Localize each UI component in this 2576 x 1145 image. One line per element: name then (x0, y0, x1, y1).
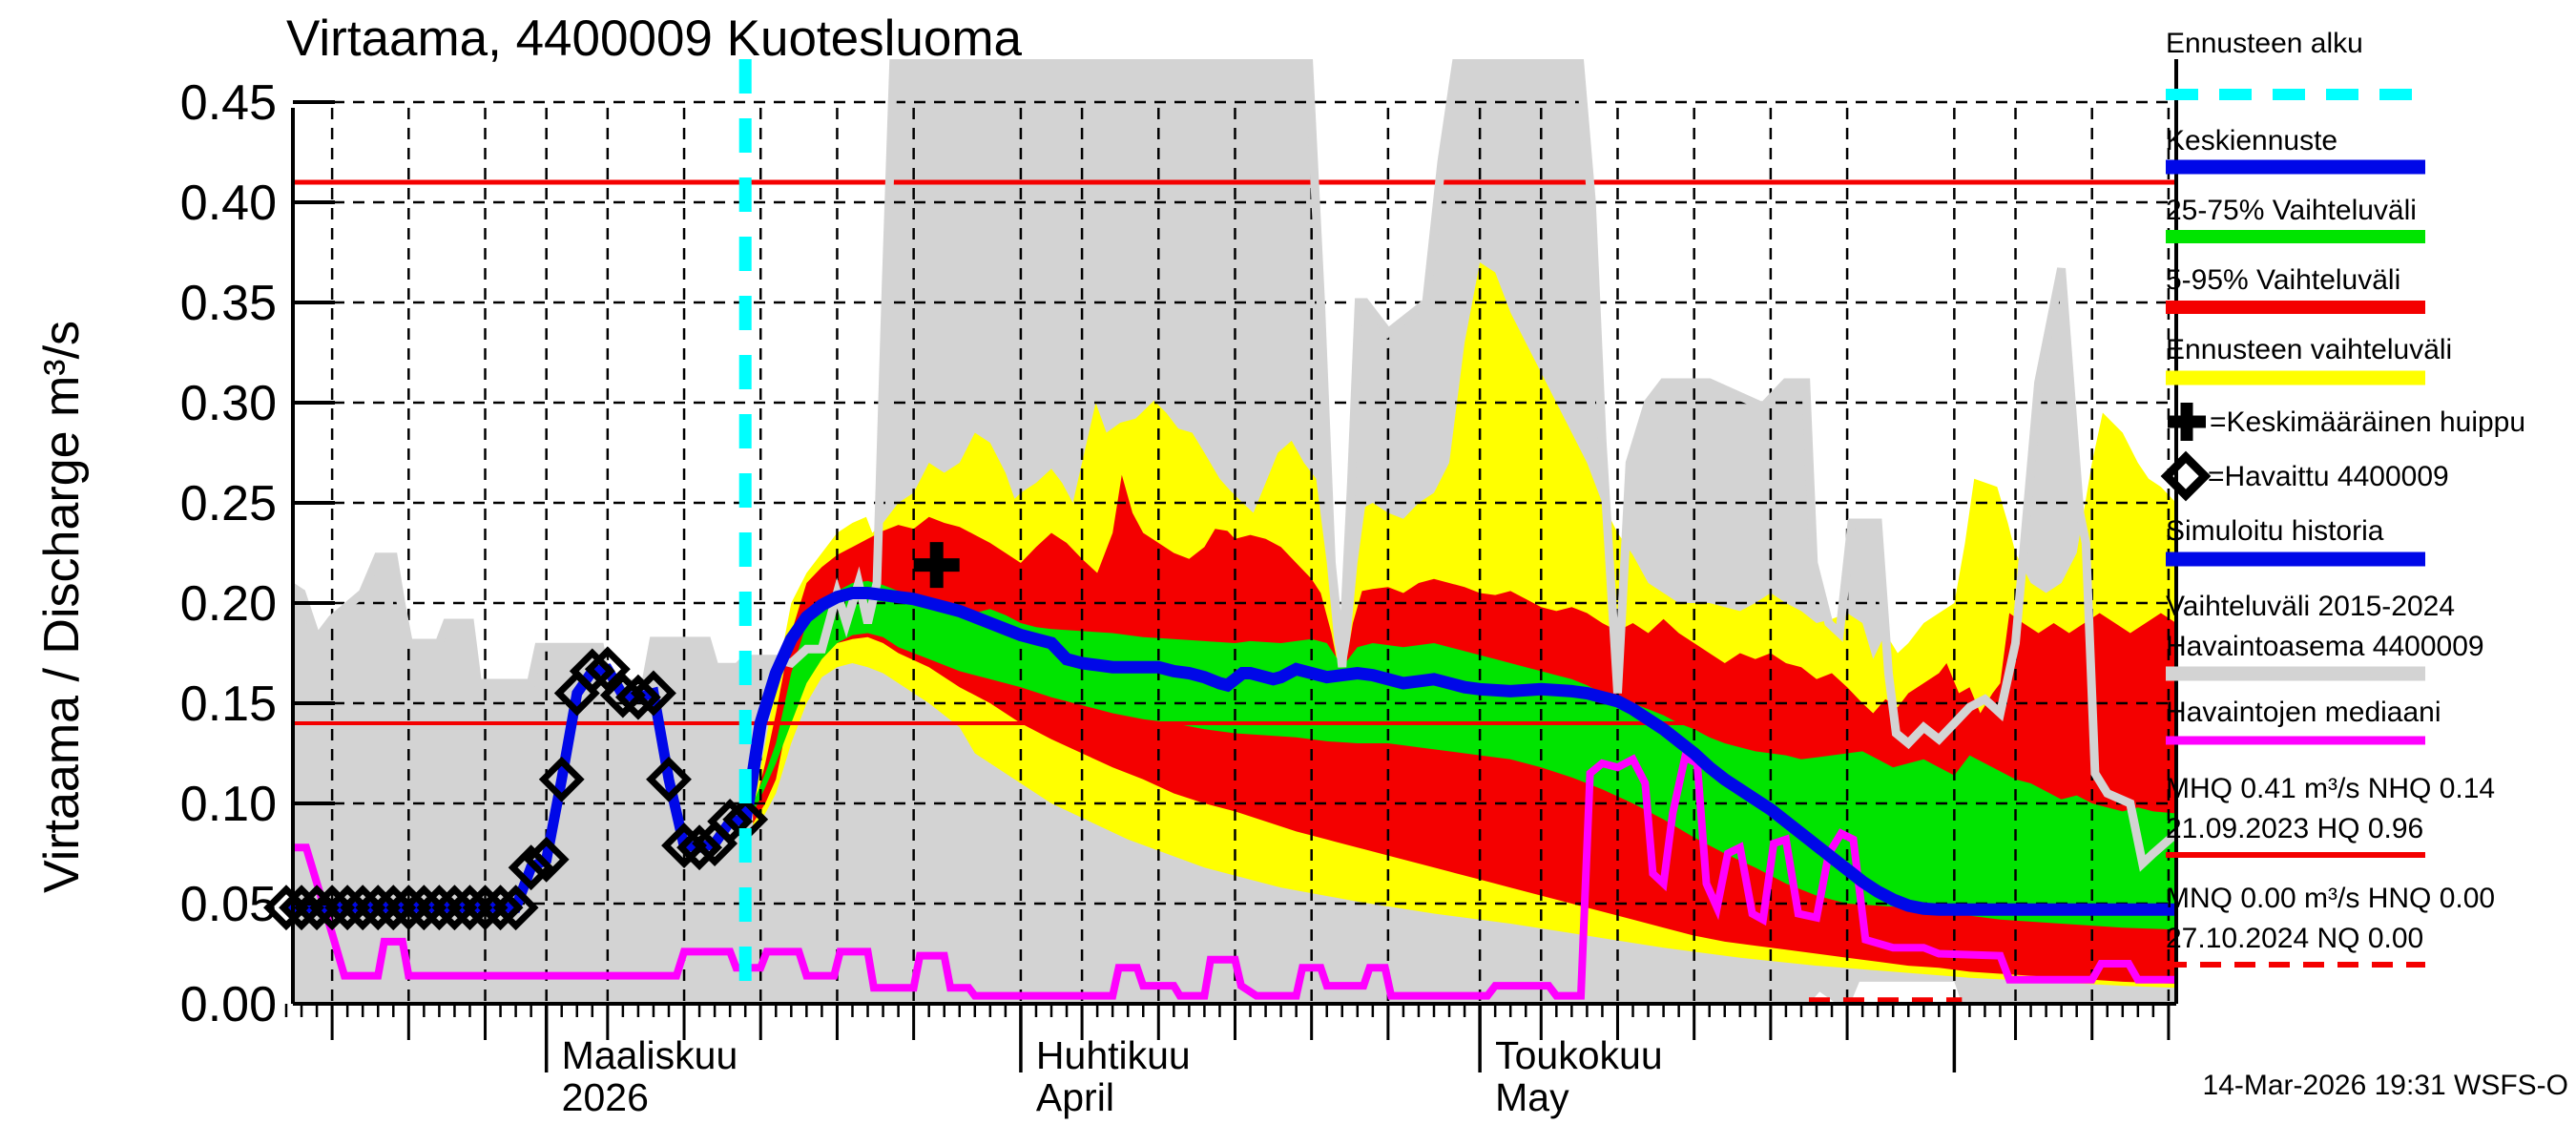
median-forecast-line (738, 587, 2176, 916)
legend-label: Havaintojen mediaani (2166, 697, 2441, 728)
legend-label: 25-75% Vaihteluväli (2166, 195, 2417, 226)
legend-label-2: 27.10.2024 NQ 0.00 (2166, 923, 2423, 954)
legend-item-forecast-range: Ennusteen vaihteluväli (2166, 334, 2452, 385)
y-tick-label: 0.45 (180, 75, 277, 131)
average-peak-marker (913, 542, 960, 589)
legend-label: MHQ 0.41 m³/s NHQ 0.14 (2166, 773, 2495, 804)
month-label: Maaliskuu (562, 1033, 738, 1077)
legend-item-historical-range: Vaihteluväli 2015-2024 Havaintoasema 4400… (2166, 591, 2484, 681)
historical-range-outline (293, 59, 2177, 872)
legend-label: Ennusteen alku (2166, 28, 2363, 59)
chart-legend: Ennusteen alku Keskiennuste 25-75% Vaihtel… (2160, 28, 2525, 968)
legend-item-observed-median: Havaintojen mediaani (2166, 697, 2441, 745)
month-label: Huhtikuu (1036, 1033, 1191, 1077)
chart-gridlines (293, 100, 2176, 1004)
legend-item-mhq-stats: MHQ 0.41 m³/s NHQ 0.14 21.09.2023 HQ 0.96 (2166, 773, 2495, 858)
observed-diamond-markers (263, 646, 769, 931)
y-tick-label: 0.00 (180, 977, 277, 1032)
legend-label-2: 21.09.2023 HQ 0.96 (2166, 813, 2423, 844)
observed-median-line (293, 751, 2176, 1000)
month-label: Toukokuu (1495, 1033, 1663, 1077)
y-tick-label: 0.15 (180, 677, 277, 732)
y-tick-label: 0.10 (180, 777, 277, 832)
legend-label: Vaihteluväli 2015-2024 (2166, 591, 2455, 622)
month-label-en: 2026 (562, 1075, 649, 1119)
chart-lines (263, 59, 2177, 1004)
legend-item-range-25-75: 25-75% Vaihteluväli (2166, 195, 2425, 243)
legend-label-2: Havaintoasema 4400009 (2166, 631, 2484, 662)
legend-label: Ennusteen vaihteluväli (2166, 334, 2452, 365)
legend-label: =Havaittu 4400009 (2208, 461, 2449, 492)
legend-item-mean-peak: =Keskimääräinen huippu (2168, 403, 2525, 441)
y-tick-label: 0.25 (180, 476, 277, 531)
legend-label: MNQ 0.00 m³/s HNQ 0.00 (2166, 883, 2495, 914)
legend-label: 5-95% Vaihteluväli (2166, 264, 2400, 296)
legend-label: Keskiennuste (2166, 125, 2337, 156)
legend-item-simulated-history: Simuloitu historia (2166, 515, 2425, 567)
chart-bands (293, 59, 2176, 1004)
legend-label: =Keskimääräinen huippu (2210, 406, 2525, 438)
page-title: Virtaama, 4400009 Kuotesluoma (286, 10, 1023, 67)
timestamp: 14-Mar-2026 19:31 WSFS-O (2203, 1070, 2568, 1101)
y-tick-label: 0.05 (180, 877, 277, 932)
month-label-en: May (1495, 1075, 1569, 1119)
legend-label: Simuloitu historia (2166, 515, 2384, 547)
diamond-icon (2160, 450, 2212, 502)
y-tick-label: 0.30 (180, 376, 277, 431)
legend-item-range-5-95: 5-95% Vaihteluväli (2166, 264, 2425, 314)
legend-item-mnq-stats: MNQ 0.00 m³/s HNQ 0.00 27.10.2024 NQ 0.00 (2166, 883, 2495, 968)
legend-item-observed: =Havaittu 4400009 (2160, 450, 2449, 502)
y-tick-label: 0.40 (180, 176, 277, 231)
plus-icon (2168, 403, 2206, 441)
month-label-en: April (1036, 1075, 1114, 1119)
y-axis-label: Virtaama / Discharge m³/s (34, 321, 90, 893)
legend-item-forecast-start: Ennusteen alku (2166, 28, 2425, 100)
y-tick-label: 0.20 (180, 576, 277, 632)
legend-item-median-forecast: Keskiennuste (2166, 125, 2425, 175)
y-tick-label: 0.35 (180, 276, 277, 331)
chart-axes: 0.00 0.05 0.10 0.15 0.20 0.25 0.30 0.35 0.40 0.45… (180, 59, 2178, 1119)
